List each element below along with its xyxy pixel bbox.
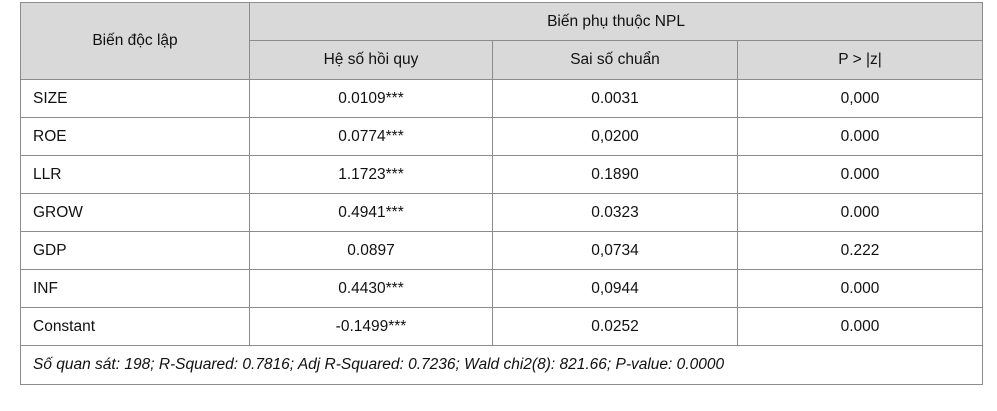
header-coefficient: Hệ số hồi quy <box>249 40 493 80</box>
p-value: 0.222 <box>736 231 984 270</box>
table-footnote-row: Số quan sát: 198; R-Squared: 0.7816; Adj… <box>19 345 984 385</box>
coefficient-value: 0.0774*** <box>249 117 493 156</box>
standard-error-value: 0.0323 <box>492 193 738 232</box>
variable-name: SIZE <box>20 79 250 118</box>
variable-name: GDP <box>20 231 250 270</box>
standard-error-value: 0,0200 <box>492 117 738 156</box>
variable-name: ROE <box>20 117 250 156</box>
p-value: 0.000 <box>736 155 984 194</box>
regression-results-table: Biến độc lập Biến phụ thuộc NPL Hệ số hồ… <box>19 2 984 385</box>
table-row: INF 0.4430*** 0,0944 0.000 <box>20 269 984 308</box>
p-value: 0.000 <box>736 193 984 232</box>
standard-error-value: 0.1890 <box>492 155 738 194</box>
coefficient-value: 0.4941*** <box>249 193 493 232</box>
coefficient-value: 0.0109*** <box>249 79 493 118</box>
header-row-top: Biến độc lập Biến phụ thuộc NPL <box>20 2 984 80</box>
coefficient-value: 0.4430*** <box>249 269 493 308</box>
variable-name: LLR <box>20 155 250 194</box>
table-row: SIZE 0.0109*** 0.0031 0,000 <box>20 79 984 118</box>
p-value: 0.000 <box>736 307 984 346</box>
table-row: GDP 0.0897 0,0734 0.222 <box>20 231 984 270</box>
standard-error-value: 0.0031 <box>492 79 738 118</box>
table-row: GROW 0.4941*** 0.0323 0.000 <box>20 193 984 232</box>
table-row: Constant -0.1499*** 0.0252 0.000 <box>20 307 984 346</box>
table-row: ROE 0.0774*** 0,0200 0.000 <box>20 117 984 156</box>
header-row-columns: Hệ số hồi quy Sai số chuẩn P > |z| <box>21 40 984 80</box>
coefficient-value: -0.1499*** <box>249 307 493 346</box>
header-standard-error: Sai số chuẩn <box>492 40 738 80</box>
coefficient-value: 0.0897 <box>249 231 493 270</box>
variable-name: Constant <box>20 307 250 346</box>
variable-name: INF <box>20 269 250 308</box>
standard-error-value: 0,0944 <box>492 269 738 308</box>
standard-error-value: 0.0252 <box>492 307 738 346</box>
coefficient-value: 1.1723*** <box>249 155 493 194</box>
p-value: 0.000 <box>736 117 984 156</box>
variable-name: GROW <box>20 193 250 232</box>
table-row: LLR 1.1723*** 0.1890 0.000 <box>20 155 984 194</box>
header-p-value: P > |z| <box>736 40 984 80</box>
p-value: 0.000 <box>736 269 984 308</box>
header-dependent-variable-group: Biến phụ thuộc NPL <box>248 2 984 41</box>
p-value: 0,000 <box>736 79 984 118</box>
model-statistics-note: Số quan sát: 198; R-Squared: 0.7816; Adj… <box>19 345 984 385</box>
header-independent-variable: Biến độc lập <box>20 2 250 80</box>
standard-error-value: 0,0734 <box>492 231 738 270</box>
